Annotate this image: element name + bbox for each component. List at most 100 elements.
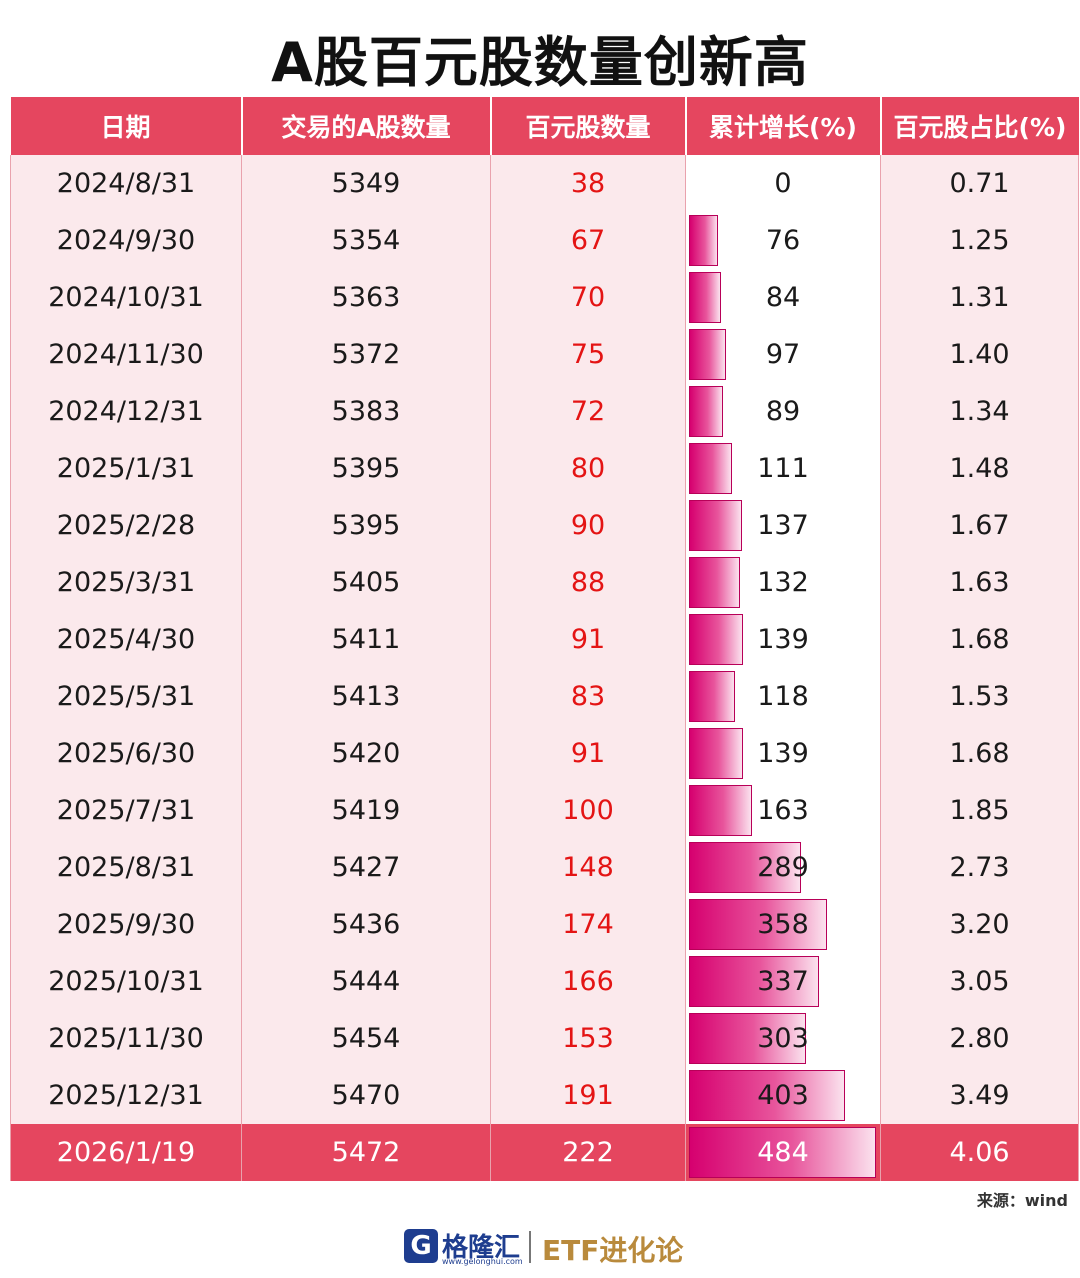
cell-cumulative-growth: 163 xyxy=(685,782,881,839)
table-body: 2024/8/31 5349 38 0 0.71 2024/9/30 5354 67 76 1.2… xyxy=(10,155,1079,1181)
table-row: 2025/1/31 5395 80 111 1.48 xyxy=(10,440,1079,497)
cell-date: 2025/8/31 xyxy=(10,839,242,896)
cell-cumulative-growth: 403 xyxy=(685,1067,881,1124)
table-row: 2026/1/19 5472 222 484 4.06 xyxy=(10,1124,1079,1181)
growth-value: 0 xyxy=(774,168,792,199)
cell-date: 2025/1/31 xyxy=(10,440,242,497)
growth-value: 89 xyxy=(765,396,801,427)
growth-bar xyxy=(689,443,732,494)
cell-cumulative-growth: 118 xyxy=(685,668,881,725)
cell-date: 2026/1/19 xyxy=(10,1124,242,1181)
cell-date: 2025/6/30 xyxy=(10,725,242,782)
growth-value: 358 xyxy=(757,909,809,940)
cell-hundred-yuan-count: 88 xyxy=(490,554,686,611)
cell-date: 2024/11/30 xyxy=(10,326,242,383)
growth-bar xyxy=(689,899,827,950)
growth-bar xyxy=(689,386,723,437)
growth-bar xyxy=(689,671,735,722)
growth-value: 163 xyxy=(757,795,809,826)
growth-value: 289 xyxy=(757,852,809,883)
cell-total-a-shares: 5419 xyxy=(241,782,491,839)
growth-bar xyxy=(689,500,742,551)
cell-share-percent: 2.80 xyxy=(880,1010,1079,1067)
growth-bar xyxy=(689,785,752,836)
gelonghui-logo-icon: G xyxy=(404,1229,438,1263)
footer-divider xyxy=(529,1231,531,1263)
cell-date: 2025/7/31 xyxy=(10,782,242,839)
cell-hundred-yuan-count: 148 xyxy=(490,839,686,896)
growth-bar xyxy=(689,1127,876,1178)
table-row: 2025/7/31 5419 100 163 1.85 xyxy=(10,782,1079,839)
cell-hundred-yuan-count: 100 xyxy=(490,782,686,839)
cell-cumulative-growth: 89 xyxy=(685,383,881,440)
table-row: 2024/12/31 5383 72 89 1.34 xyxy=(10,383,1079,440)
cell-share-percent: 1.68 xyxy=(880,725,1079,782)
growth-value: 137 xyxy=(757,510,809,541)
table-row: 2025/11/30 5454 153 303 2.80 xyxy=(10,1010,1079,1067)
growth-bar xyxy=(689,329,726,380)
cell-hundred-yuan-count: 191 xyxy=(490,1067,686,1124)
header-hundred-yuan-count: 百元股数量 xyxy=(489,97,687,155)
source-note: 来源：wind xyxy=(976,1191,1068,1210)
cell-date: 2025/2/28 xyxy=(10,497,242,554)
footer: G 格隆汇 www.gelonghui.com ETF进化论 xyxy=(0,1225,1080,1269)
cell-cumulative-growth: 139 xyxy=(685,611,881,668)
cell-hundred-yuan-count: 70 xyxy=(490,269,686,326)
cell-total-a-shares: 5472 xyxy=(241,1124,491,1181)
cell-total-a-shares: 5470 xyxy=(241,1067,491,1124)
cell-cumulative-growth: 76 xyxy=(685,212,881,269)
cell-cumulative-growth: 84 xyxy=(685,269,881,326)
growth-value: 139 xyxy=(757,624,809,655)
header-total-a-shares: 交易的A股数量 xyxy=(240,97,492,155)
gelonghui-logo-url: www.gelonghui.com xyxy=(442,1257,523,1266)
cell-share-percent: 1.53 xyxy=(880,668,1079,725)
growth-bar xyxy=(689,557,740,608)
cell-hundred-yuan-count: 80 xyxy=(490,440,686,497)
cell-share-percent: 1.85 xyxy=(880,782,1079,839)
cell-share-percent: 3.05 xyxy=(880,953,1079,1010)
cell-cumulative-growth: 358 xyxy=(685,896,881,953)
cell-hundred-yuan-count: 166 xyxy=(490,953,686,1010)
table-row: 2025/2/28 5395 90 137 1.67 xyxy=(10,497,1079,554)
cell-cumulative-growth: 484 xyxy=(685,1124,881,1181)
cell-hundred-yuan-count: 91 xyxy=(490,611,686,668)
cell-share-percent: 2.73 xyxy=(880,839,1079,896)
cell-hundred-yuan-count: 153 xyxy=(490,1010,686,1067)
cell-date: 2025/12/31 xyxy=(10,1067,242,1124)
cell-cumulative-growth: 337 xyxy=(685,953,881,1010)
cell-date: 2024/10/31 xyxy=(10,269,242,326)
cell-total-a-shares: 5454 xyxy=(241,1010,491,1067)
cell-hundred-yuan-count: 91 xyxy=(490,725,686,782)
header-share-percent: 百元股占比(%) xyxy=(879,97,1079,155)
table-header-row: 日期 交易的A股数量 百元股数量 累计增长(%) 百元股占比(%) xyxy=(10,97,1079,155)
cell-share-percent: 1.31 xyxy=(880,269,1079,326)
cell-cumulative-growth: 139 xyxy=(685,725,881,782)
table-row: 2025/10/31 5444 166 337 3.05 xyxy=(10,953,1079,1010)
growth-value: 403 xyxy=(757,1080,809,1111)
cell-date: 2025/3/31 xyxy=(10,554,242,611)
cell-share-percent: 1.40 xyxy=(880,326,1079,383)
cell-total-a-shares: 5383 xyxy=(241,383,491,440)
cell-share-percent: 1.25 xyxy=(880,212,1079,269)
cell-share-percent: 1.34 xyxy=(880,383,1079,440)
cell-hundred-yuan-count: 38 xyxy=(490,155,686,212)
table-row: 2024/8/31 5349 38 0 0.71 xyxy=(10,155,1079,212)
cell-cumulative-growth: 303 xyxy=(685,1010,881,1067)
table-row: 2025/6/30 5420 91 139 1.68 xyxy=(10,725,1079,782)
cell-date: 2024/12/31 xyxy=(10,383,242,440)
cell-total-a-shares: 5436 xyxy=(241,896,491,953)
growth-value: 111 xyxy=(757,453,809,484)
cell-share-percent: 4.06 xyxy=(880,1124,1079,1181)
cell-cumulative-growth: 137 xyxy=(685,497,881,554)
growth-bar xyxy=(689,1070,845,1121)
table-row: 2025/12/31 5470 191 403 3.49 xyxy=(10,1067,1079,1124)
cell-date: 2025/5/31 xyxy=(10,668,242,725)
cell-hundred-yuan-count: 174 xyxy=(490,896,686,953)
table-row: 2024/11/30 5372 75 97 1.40 xyxy=(10,326,1079,383)
cell-share-percent: 3.49 xyxy=(880,1067,1079,1124)
growth-bar xyxy=(689,1013,806,1064)
cell-share-percent: 0.71 xyxy=(880,155,1079,212)
cell-hundred-yuan-count: 67 xyxy=(490,212,686,269)
cell-hundred-yuan-count: 75 xyxy=(490,326,686,383)
cell-share-percent: 1.48 xyxy=(880,440,1079,497)
